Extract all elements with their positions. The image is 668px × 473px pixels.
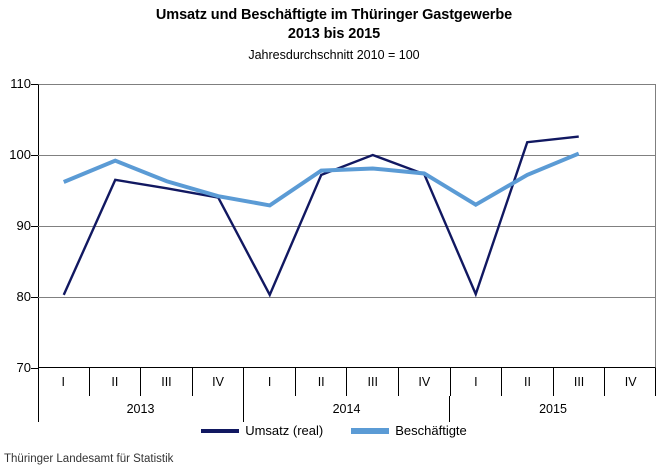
legend-label: Umsatz (real) — [245, 423, 324, 438]
quarter-label: II — [502, 368, 554, 396]
quarter-label: III — [141, 368, 193, 396]
year-label: 2015 — [539, 402, 567, 416]
quarter-label: IV — [624, 375, 637, 389]
quarter-label: IV — [399, 368, 451, 396]
y-axis-tick-mark — [31, 297, 38, 298]
legend-color-swatch — [201, 429, 240, 433]
x-axis-right-border — [655, 368, 656, 396]
y-axis-tick-mark — [31, 368, 38, 369]
legend-label: Beschäftigte — [395, 423, 467, 438]
y-axis-tick-mark — [31, 84, 38, 85]
page-title: Umsatz und Beschäftigte im Thüringer Gas… — [155, 7, 513, 23]
y-axis-tick-label: 110 — [10, 76, 31, 91]
year-label: 2013 — [38, 396, 244, 422]
quarter-label: IV — [193, 368, 245, 396]
year-label: 2014 — [244, 396, 450, 422]
y-axis-tick-mark — [31, 226, 38, 227]
chart-subtitle: Jahresdurchschnitt 2010 = 100 — [248, 48, 420, 62]
y-axis-tick-label: 80 — [16, 289, 31, 304]
quarter-label: I — [38, 368, 90, 396]
year-label-row: 2013 2014 2015 — [38, 396, 656, 422]
series-line — [62, 135, 579, 298]
source-note: Thüringer Landesamt für Statistik — [4, 453, 174, 465]
quarter-label: III — [554, 368, 606, 396]
series-line — [62, 151, 580, 208]
quarter-label: I — [451, 368, 503, 396]
quarter-label: II — [296, 368, 348, 396]
y-axis-tick-label: 90 — [16, 218, 31, 233]
chart-title-block: Umsatz und Beschäftigte im Thüringer Gas… — [0, 6, 668, 64]
quarter-label: I — [244, 368, 296, 396]
y-axis-tick-label: 70 — [16, 360, 31, 375]
x-axis: I II III IV I II III IV I II III IV 2013 2014 2015 — [38, 368, 656, 422]
y-axis-tick-label: 100 — [9, 147, 31, 162]
legend-item[interactable]: Beschäftigte — [351, 424, 467, 438]
legend-color-swatch — [351, 428, 390, 434]
x-axis-left-border — [38, 368, 39, 422]
legend-item[interactable]: Umsatz (real) — [201, 424, 323, 438]
page-title-period: 2013 bis 2015 — [287, 26, 381, 42]
chart-lines — [62, 135, 580, 298]
y-axis-tick-mark — [31, 155, 38, 156]
gridline — [38, 155, 656, 156]
chart-plot-area — [38, 84, 656, 368]
quarter-label: III — [347, 368, 400, 396]
quarter-label-row: I II III IV I II III IV I II III IV — [38, 368, 656, 396]
gridline — [38, 226, 656, 227]
gridline — [38, 297, 656, 298]
chart-legend: Umsatz (real) Beschäftigte — [0, 424, 668, 438]
quarter-label: II — [90, 368, 142, 396]
